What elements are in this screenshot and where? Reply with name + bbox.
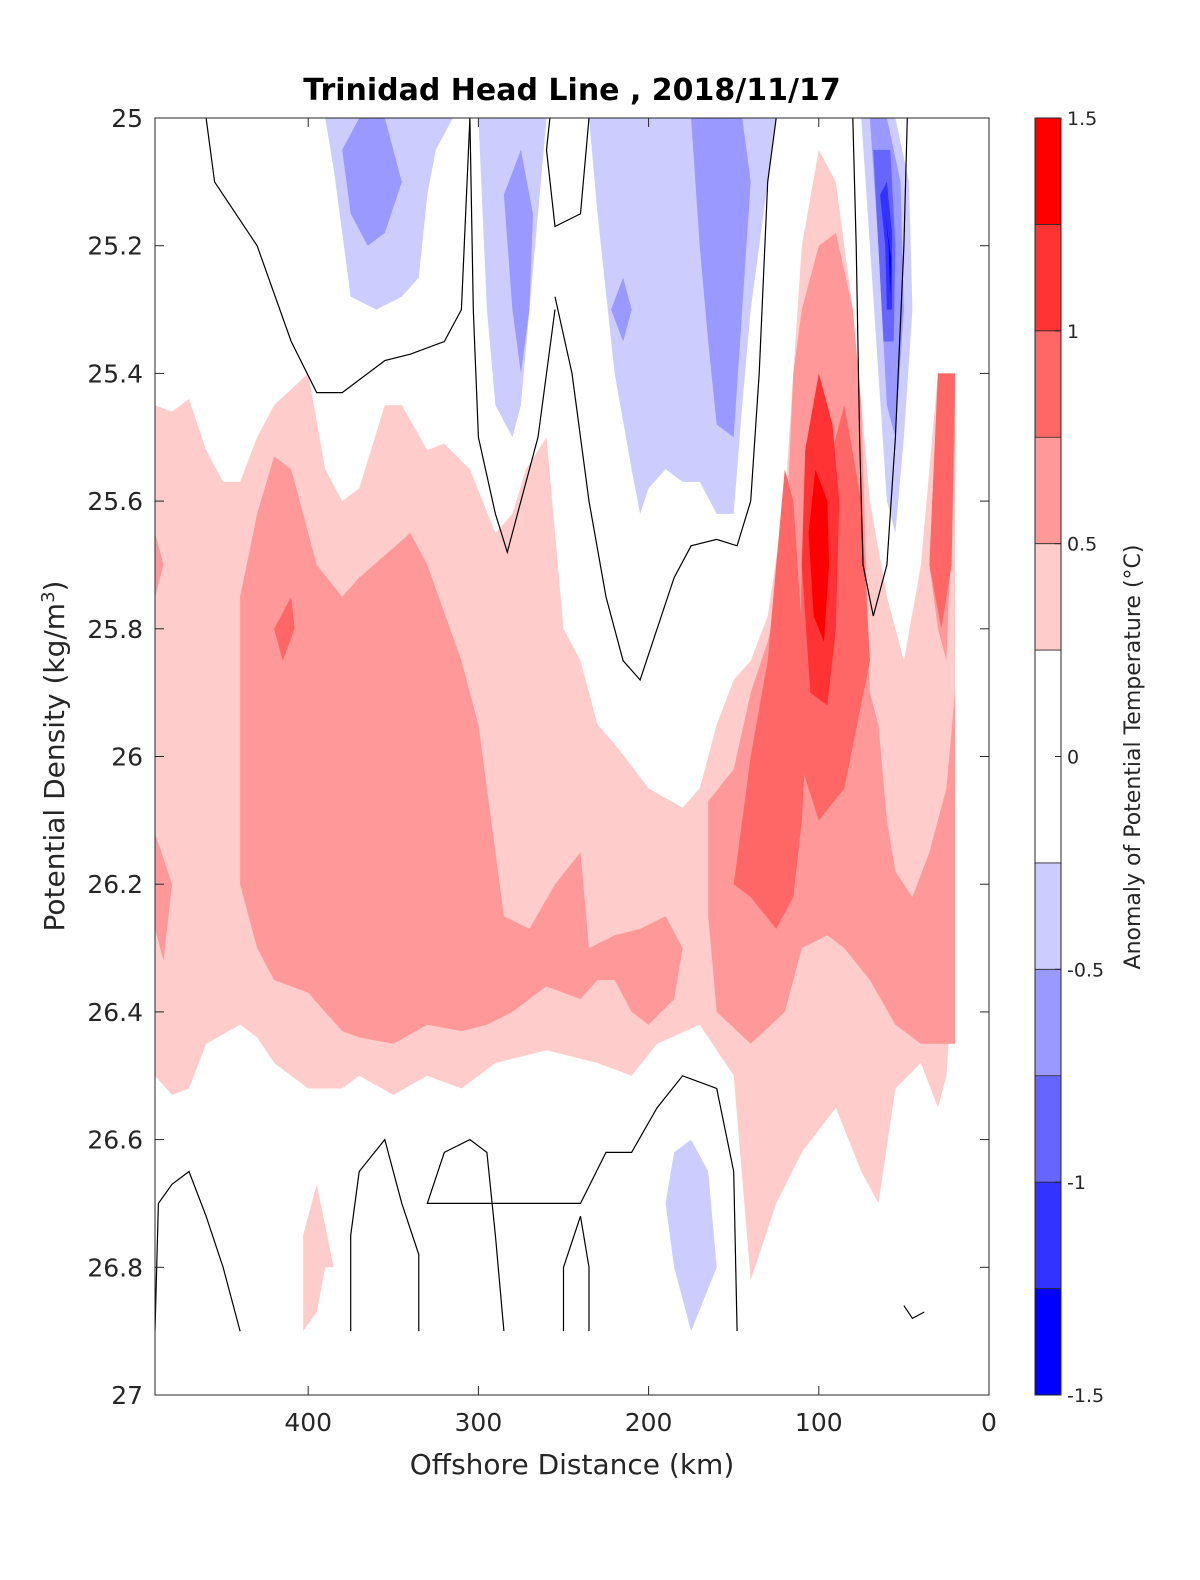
contour-region-8: [733, 469, 806, 929]
y-tick-label-7: 26.4: [87, 998, 143, 1027]
x-axis-label: Offshore Distance (km): [410, 1448, 735, 1481]
y-tick-label-0: 25: [111, 104, 143, 133]
zero-contour-line-0: [205, 118, 471, 394]
zero-contour-line-6: [350, 1138, 420, 1332]
colorbar-tick-label-5: -1: [1067, 1172, 1086, 1194]
colorbar-swatch-6: [1035, 862, 1061, 970]
x-tick-label-2: 200: [625, 1408, 673, 1437]
y-tick-label-3: 25.6: [87, 487, 143, 516]
contour-region-3: [240, 456, 683, 1044]
contour-region-9: [929, 373, 955, 629]
contour-region-25: [885, 213, 892, 297]
y-tick-label-2: 25.4: [87, 359, 143, 388]
x-axis: 400 300 200 100 0: [284, 118, 997, 1437]
zero-contour-line-5: [155, 1170, 241, 1332]
colorbar-tick-label-3: 0: [1067, 747, 1079, 769]
contour-region-4: [155, 833, 172, 961]
filled-contour-regions: [155, 118, 955, 1332]
x-tick-label-3: 100: [795, 1408, 843, 1437]
contour-region-18: [342, 118, 402, 246]
contour-region-24: [880, 181, 892, 310]
colorbar-tick-label-6: -1.5: [1067, 1385, 1104, 1407]
contour-region-7: [274, 596, 295, 661]
y-tick-label-9: 26.8: [87, 1253, 143, 1282]
contour-region-21: [691, 118, 751, 438]
zero-contour-line-8: [562, 1216, 590, 1332]
x-tick-label-4: 0: [981, 1408, 997, 1437]
colorbar-swatch-1: [1035, 224, 1061, 331]
x-tick-label-1: 300: [455, 1408, 503, 1437]
colorbar-swatch-2: [1035, 330, 1061, 438]
y-tick-label-1: 25.2: [87, 232, 143, 261]
y-axis-label: Potential Density (kg/m3): [38, 581, 72, 932]
zero-contour-line-7: [426, 1075, 738, 1332]
x-tick-label-0: 400: [284, 1408, 332, 1437]
zero-contour-line-9: [903, 1305, 925, 1320]
plot-area: [155, 118, 989, 1395]
colorbar-swatch-10: [1035, 1288, 1061, 1395]
zero-contour-lines: [155, 118, 925, 1332]
contour-region-20: [611, 277, 632, 342]
colorbar-tick-label-4: -0.5: [1067, 959, 1104, 981]
zero-contour-line-4: [852, 118, 908, 617]
contour-region-12: [808, 469, 829, 642]
colorbar-swatch-3: [1035, 437, 1061, 544]
y-tick-label-4: 25.8: [87, 615, 143, 644]
zero-contour-line-2: [545, 118, 590, 228]
colorbar-label: Anomaly of Potential Temperature (°C): [1121, 545, 1146, 970]
chart-title: Trinidad Head Line , 2018/11/17: [303, 73, 840, 108]
y-axis-label-superscript: 3: [38, 591, 59, 602]
contour-region-17: [665, 1139, 717, 1332]
colorbar-swatch-4: [1035, 543, 1061, 651]
colorbar-swatch-8: [1035, 1075, 1061, 1183]
y-tick-label-5: 26: [111, 743, 143, 772]
colorbar-tick-label-0: 1.5: [1067, 108, 1097, 130]
y-axis-label-main: Potential Density (kg/m: [38, 603, 71, 932]
colorbar-tick-label-1: 1: [1067, 321, 1079, 343]
colorbar-swatch-0: [1035, 118, 1061, 225]
contour-region-19: [503, 149, 533, 374]
y-tick-label-6: 26.2: [87, 870, 143, 899]
colorbar-tick-label-2: 0.5: [1067, 534, 1097, 556]
y-axis: 25 25.2 25.4 25.6 25.8 26 26.2 26.4 26.6 26.8 27: [87, 104, 989, 1410]
y-tick-label-10: 27: [111, 1381, 143, 1410]
colorbar-swatch-9: [1035, 1182, 1061, 1289]
contour-region-2: [155, 533, 164, 597]
colorbar: 1.5 1 0.5 0 -0.5 -1 -1.5: [1034, 108, 1104, 1407]
y-axis-label-close: ): [38, 581, 71, 592]
zero-contour-line-1: [469, 118, 556, 555]
y-tick-label-8: 26.6: [87, 1126, 143, 1155]
contour-region-1: [303, 1184, 334, 1332]
zero-contour-line-3: [554, 118, 777, 682]
colorbar-swatch-7: [1035, 969, 1061, 1076]
